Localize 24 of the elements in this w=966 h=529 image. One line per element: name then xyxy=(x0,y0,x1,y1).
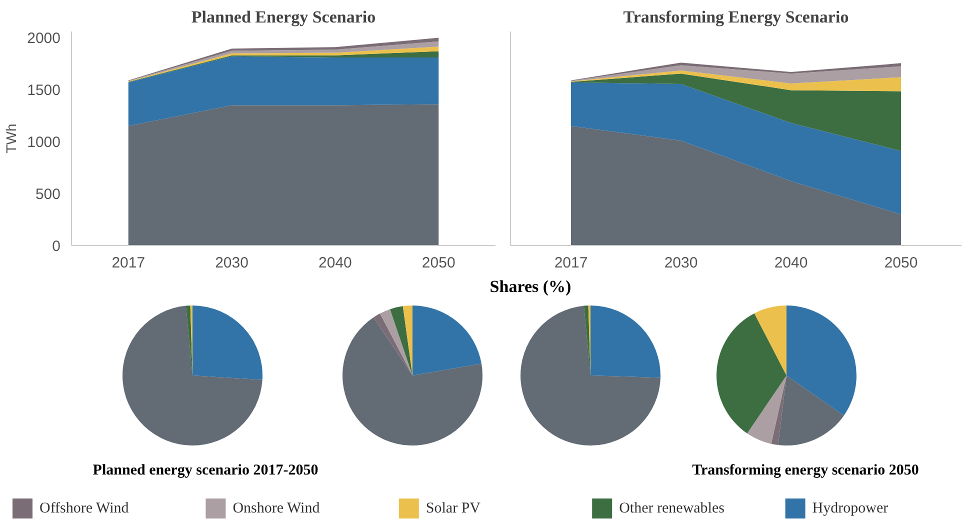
x-tick-label: 2040 xyxy=(318,254,352,272)
legend-label: Hydropower xyxy=(812,500,888,516)
y-tick-label: 0 xyxy=(52,238,60,255)
legend-label: Onshore Wind xyxy=(232,500,320,516)
x-tick-label: 2017 xyxy=(112,254,146,272)
y-tick-label: 2000 xyxy=(27,30,61,48)
legend-label: Other renewables xyxy=(619,500,725,516)
x-tick-label: 2040 xyxy=(774,254,808,272)
legend-label: Offshore Wind xyxy=(40,500,130,516)
x-tick-label: 2017 xyxy=(554,254,588,272)
x-tick-label: 2050 xyxy=(884,254,918,272)
x-tick-label: 2030 xyxy=(664,254,698,272)
y-tick-label: 500 xyxy=(35,186,61,204)
legend-label: Solar PV xyxy=(426,500,481,516)
text: Transforming energy scenario 2050 xyxy=(692,462,919,478)
x-tick-label: 2030 xyxy=(215,254,248,272)
chart-title: Transforming Energy Scenario xyxy=(623,8,849,26)
y-axis-title: TWh xyxy=(3,124,20,154)
y-tick-label: 1500 xyxy=(27,82,61,100)
text: Planned energy scenario 2017-2050 xyxy=(92,462,318,478)
chart-title: Planned Energy Scenario xyxy=(191,8,376,26)
y-tick-label: 1000 xyxy=(27,134,61,152)
x-tick-label: 2050 xyxy=(422,254,456,272)
chart-title: Shares (%) xyxy=(490,277,572,296)
